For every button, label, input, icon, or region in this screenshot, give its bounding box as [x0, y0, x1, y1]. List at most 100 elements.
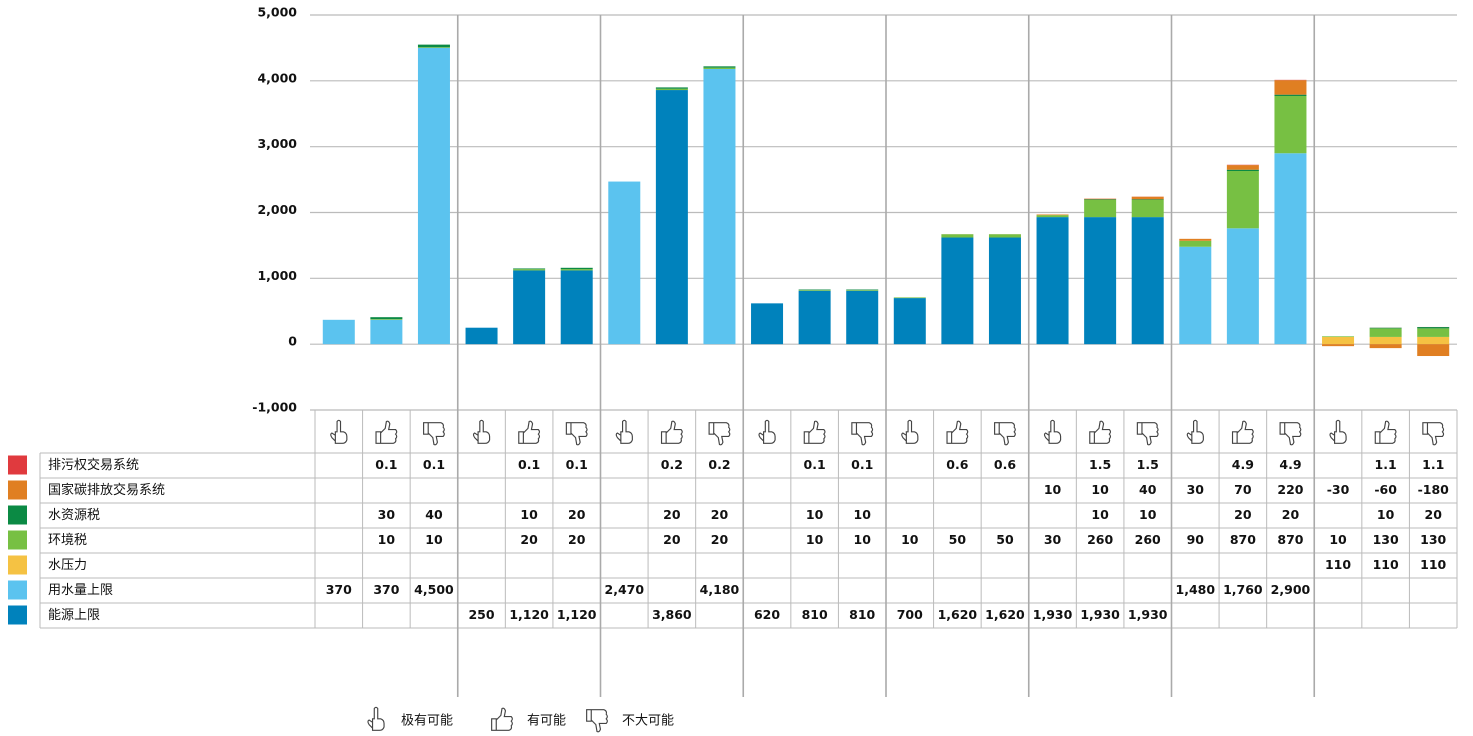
table-value: -60 — [1374, 482, 1397, 497]
legend-label: 有可能 — [527, 714, 566, 729]
table-value: 260 — [1135, 532, 1161, 547]
table-value: 10 — [1329, 532, 1347, 547]
table-value: 50 — [996, 532, 1014, 547]
table-value: 10 — [425, 532, 443, 547]
table-value: 10 — [854, 532, 872, 547]
bar-segment — [560, 269, 593, 271]
table-value: 1,930 — [1128, 607, 1168, 622]
bar-segment — [1369, 344, 1402, 349]
bar-segment — [1036, 217, 1069, 345]
bar-segment — [1226, 165, 1259, 170]
bar-segment — [322, 319, 355, 345]
bar-segment — [1417, 328, 1450, 337]
bar-segment — [1226, 228, 1259, 345]
bar-segment — [1417, 344, 1450, 357]
table-value: 110 — [1325, 557, 1351, 572]
bar-segment — [846, 290, 879, 345]
table-value: 870 — [1277, 532, 1303, 547]
bar-segment — [1274, 95, 1307, 154]
bar-segment — [703, 66, 736, 68]
table-value: 810 — [802, 607, 828, 622]
table-value: 10 — [806, 532, 824, 547]
scenario-icon — [1089, 420, 1112, 444]
bar-segment — [465, 327, 498, 345]
table-value: 0.1 — [851, 457, 873, 472]
table-value: 370 — [326, 582, 352, 597]
scenario-icon — [472, 419, 491, 444]
table-value: 40 — [1139, 482, 1157, 497]
bar-segment — [988, 237, 1021, 345]
y-tick-label: -1,000 — [252, 400, 297, 415]
table-value: 0.1 — [518, 457, 540, 472]
table-value: 2,470 — [605, 582, 645, 597]
bar-segment — [1084, 199, 1117, 218]
scenario-icon — [1374, 420, 1397, 444]
y-tick-label: 2,000 — [257, 202, 297, 217]
bar-segment — [1226, 171, 1259, 229]
bar-segment — [560, 270, 593, 345]
table-value: 10 — [1377, 507, 1395, 522]
scenario-icon — [586, 709, 608, 733]
row-label: 用水量上限 — [48, 583, 113, 598]
legend-swatch — [8, 605, 27, 625]
row-label: 排污权交易系统 — [48, 457, 139, 473]
bar-segment — [941, 234, 974, 238]
scenario-icon — [1043, 419, 1062, 444]
scenario-icon — [615, 419, 633, 444]
y-tick-label: 1,000 — [257, 268, 297, 283]
bar-segment — [1131, 199, 1164, 218]
table-value: 10 — [1044, 482, 1062, 497]
bar-segment — [703, 67, 736, 69]
table-value: 90 — [1187, 532, 1205, 547]
y-tick-label: 0 — [288, 334, 297, 349]
table-value: 700 — [897, 607, 923, 622]
table-value: 10 — [901, 532, 919, 547]
scenario-icon — [946, 420, 969, 444]
scenario-icon — [851, 422, 874, 446]
bar-segment — [1322, 336, 1355, 337]
bar-segment — [370, 319, 403, 345]
bar-segment — [1369, 327, 1402, 329]
table-value: 810 — [849, 607, 875, 622]
bar-segment — [1036, 215, 1069, 218]
legend-swatch — [8, 530, 27, 550]
table-value: 1.5 — [1137, 457, 1159, 472]
bar-segment — [1179, 246, 1212, 345]
table-value: -180 — [1418, 482, 1450, 497]
table-value: 1,930 — [1033, 607, 1073, 622]
table-value: 1,620 — [985, 607, 1025, 622]
scenario-icon — [1231, 420, 1254, 444]
bar-segment — [1274, 80, 1307, 95]
bar-segment — [417, 44, 450, 48]
bar-segment — [798, 290, 831, 291]
table-value: 870 — [1230, 532, 1256, 547]
table-value: 0.1 — [804, 457, 826, 472]
table-value: 40 — [425, 507, 443, 522]
table-value: 20 — [520, 532, 538, 547]
scenario-icon — [518, 420, 541, 444]
table-value: 20 — [711, 507, 729, 522]
scenario-icon — [660, 420, 683, 444]
row-label: 国家碳排放交易系统 — [48, 482, 165, 498]
table-value: 4.9 — [1279, 457, 1301, 472]
scenario-icon — [565, 422, 588, 446]
table-value: 220 — [1277, 482, 1303, 497]
bar-segment — [1084, 199, 1117, 200]
bar-segment — [560, 267, 593, 270]
bar-segment — [988, 234, 1021, 238]
table-value: 10 — [1091, 507, 1109, 522]
bar-segment — [608, 181, 641, 345]
bar-segment — [655, 87, 688, 89]
table-value: 50 — [949, 532, 967, 547]
bar-segment — [1036, 214, 1069, 216]
table-value: 1.1 — [1375, 457, 1397, 472]
scenario-icon — [708, 422, 731, 446]
y-tick-label: 5,000 — [257, 5, 297, 20]
table-value: 130 — [1373, 532, 1399, 547]
bar-segment — [1274, 153, 1307, 345]
bar-segment — [846, 290, 879, 291]
scenario-icon — [1329, 419, 1347, 444]
table-value: 1,930 — [1080, 607, 1120, 622]
bar-segment — [513, 270, 546, 345]
